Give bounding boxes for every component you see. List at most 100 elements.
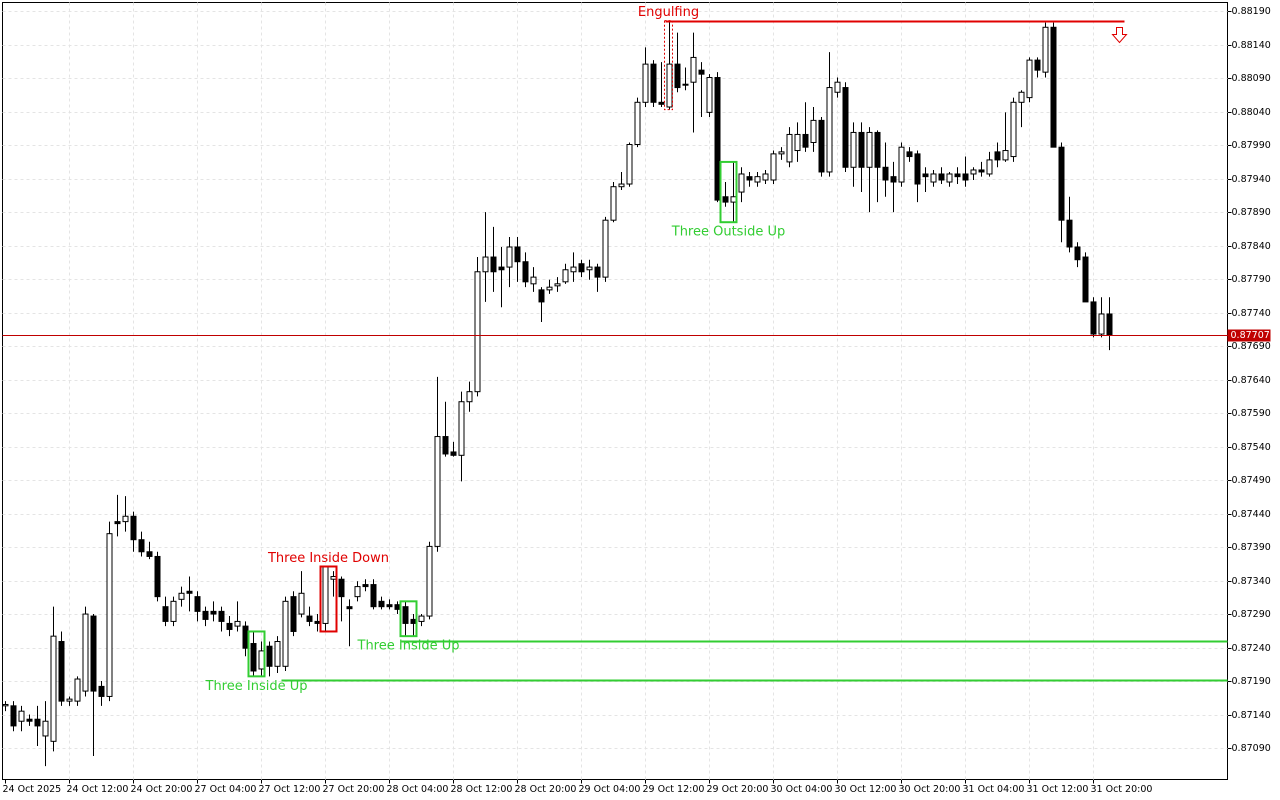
pattern-box: [664, 20, 673, 111]
x-tick-label: 29 Oct 12:00: [643, 784, 705, 795]
candle-body: [1018, 91, 1025, 103]
x-tick-label: 27 Oct 12:00: [259, 784, 321, 795]
candle-body: [362, 584, 369, 588]
candle-body: [698, 69, 705, 75]
candle-body: [394, 604, 401, 610]
candle-body: [538, 289, 545, 303]
pattern-label: Three Outside Up: [671, 225, 785, 240]
candle-body: [498, 266, 505, 271]
candle-body: [18, 710, 25, 722]
candle-body: [1090, 301, 1097, 335]
pattern-box: [247, 630, 266, 678]
candle-body: [938, 173, 945, 181]
candle-body: [346, 606, 353, 610]
candle-body: [386, 604, 393, 608]
down-arrow: [1111, 27, 1128, 44]
candle-body: [58, 641, 65, 702]
candle-body: [674, 63, 681, 89]
y-tick-label: 0.87990: [1232, 140, 1271, 151]
candle-body: [266, 645, 273, 667]
pattern-box: [319, 565, 338, 633]
candle-body: [602, 219, 609, 278]
x-tick-label: 30 Oct 04:00: [771, 784, 833, 795]
candle-body: [1098, 313, 1105, 335]
candle-body: [994, 151, 1001, 161]
candle-body: [42, 720, 49, 737]
candle-body: [322, 565, 329, 624]
candle-body: [370, 584, 377, 608]
candle-body: [202, 610, 209, 620]
current-price-box: [1227, 329, 1271, 342]
candle-body: [834, 81, 841, 93]
candle-body: [522, 261, 529, 283]
y-tick-label: 0.87890: [1232, 207, 1271, 218]
candle-body: [410, 618, 417, 624]
candle-body: [474, 271, 481, 393]
x-tick-label: 28 Oct 12:00: [451, 784, 513, 795]
candle-body: [162, 606, 169, 622]
candle-body: [466, 391, 473, 403]
y-tick-label: 0.87640: [1232, 375, 1271, 386]
candle-body: [186, 590, 193, 594]
x-tick-label: 28 Oct 04:00: [387, 784, 449, 795]
candle-body: [930, 173, 937, 183]
candle-body: [626, 144, 633, 185]
y-tick-label: 0.87490: [1232, 475, 1271, 486]
candle-body: [690, 56, 697, 83]
x-tick-label: 31 Oct 04:00: [963, 784, 1025, 795]
candle-body: [218, 610, 225, 622]
candle-body: [226, 622, 233, 630]
candle-body: [1074, 246, 1081, 261]
candle-body: [122, 515, 129, 523]
candle-body: [842, 87, 849, 168]
candle-body: [1106, 313, 1113, 336]
candle-body: [298, 592, 305, 615]
candle-body: [914, 153, 921, 185]
candle-body: [562, 269, 569, 283]
candle-body: [1050, 26, 1057, 148]
candle-body: [1010, 101, 1017, 158]
pattern-box: [399, 600, 418, 638]
candle-body: [234, 620, 241, 627]
candle-body: [850, 131, 857, 168]
candle-body: [138, 539, 145, 553]
y-tick-label: 0.88190: [1232, 6, 1271, 17]
candle-body: [642, 63, 649, 103]
candle-body: [922, 173, 929, 178]
candle-body: [754, 176, 761, 183]
candle-body: [530, 276, 537, 285]
candle-body: [242, 625, 249, 649]
candle-body: [954, 173, 961, 178]
current-price-label: 0.87707: [1231, 330, 1270, 341]
candle-body: [130, 515, 137, 541]
y-tick-label: 0.88090: [1232, 73, 1271, 84]
candle-body: [1034, 59, 1041, 71]
x-tick-label: 30 Oct 12:00: [835, 784, 897, 795]
candle-body: [1042, 26, 1049, 73]
y-tick-label: 0.87090: [1232, 743, 1271, 754]
candle-body: [114, 521, 121, 525]
y-tick-label: 0.87540: [1232, 442, 1271, 453]
y-tick-label: 0.87590: [1232, 408, 1271, 419]
y-tick-label: 0.87240: [1232, 643, 1271, 654]
candle-body: [802, 133, 809, 148]
candle-body: [554, 283, 561, 287]
candle-body: [178, 592, 185, 600]
candle-body: [402, 606, 409, 624]
x-tick-label: 27 Oct 20:00: [323, 784, 385, 795]
candle-body: [714, 77, 721, 201]
x-tick-label: 27 Oct 04:00: [195, 784, 257, 795]
candle-body: [730, 196, 737, 203]
x-tick-label: 28 Oct 20:00: [515, 784, 577, 795]
candle-body: [826, 87, 833, 173]
candle-body: [106, 533, 113, 697]
candle-body: [578, 263, 585, 273]
candle-body: [514, 246, 521, 263]
candle-body: [810, 119, 817, 143]
y-tick-label: 0.87740: [1232, 308, 1271, 319]
candle-body: [290, 596, 297, 632]
candle-body: [770, 153, 777, 181]
candle-body: [898, 146, 905, 183]
candle-body: [594, 266, 601, 278]
x-tick-label: 31 Oct 20:00: [1091, 784, 1153, 795]
